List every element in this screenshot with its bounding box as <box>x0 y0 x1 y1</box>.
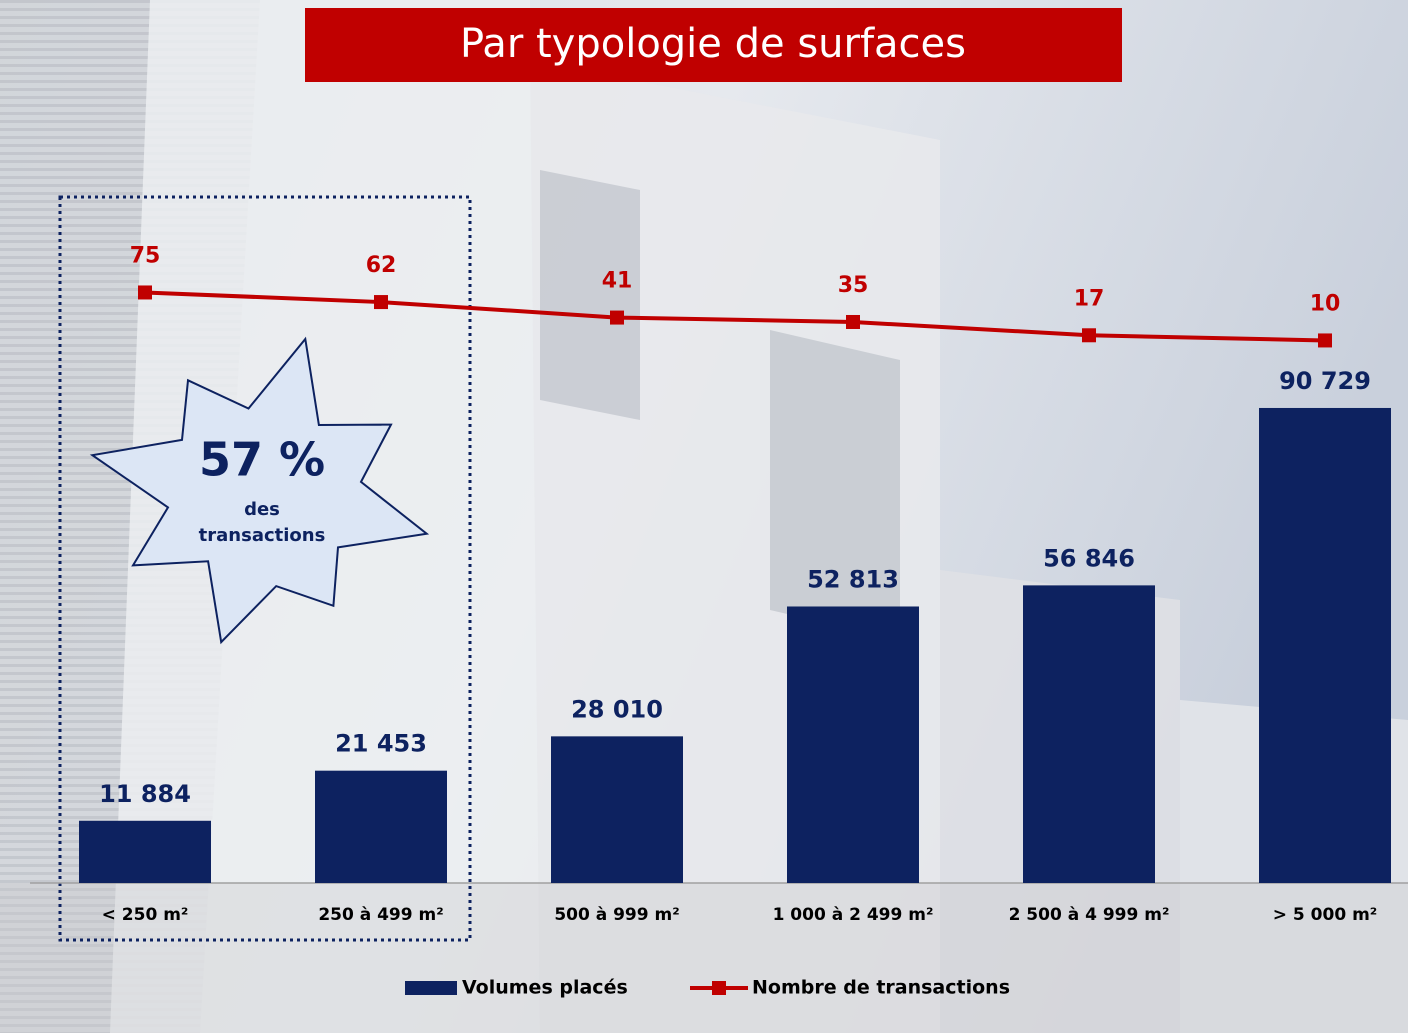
data-label: 10 <box>1310 291 1341 316</box>
data-label: 17 <box>1074 286 1105 311</box>
bar <box>787 606 919 883</box>
data-label: 11 884 <box>99 780 191 808</box>
x-tick-label: 250 à 499 m² <box>318 905 443 925</box>
annotation: transactions <box>199 525 326 546</box>
data-label: 52 813 <box>807 565 899 593</box>
data-label: 62 <box>366 253 397 278</box>
bar <box>1259 407 1391 883</box>
legend-label: Nombre de transactions <box>752 977 1010 999</box>
x-tick-label: < 250 m² <box>102 905 189 925</box>
annotation: des <box>244 499 280 520</box>
x-tick-label: 2 500 à 4 999 m² <box>1009 905 1170 925</box>
starburst <box>89 336 430 645</box>
line-marker <box>374 295 388 310</box>
legend: Volumes placés Nombre de transactions <box>405 977 1010 999</box>
line-marker <box>1318 333 1332 348</box>
legend-swatch <box>405 981 457 995</box>
x-tick-label: 500 à 999 m² <box>554 905 679 925</box>
data-label: 75 <box>130 243 161 268</box>
data-label: 28 010 <box>571 695 663 723</box>
data-label: 90 729 <box>1279 367 1371 395</box>
bar <box>315 770 447 883</box>
x-tick-label: 1 000 à 2 499 m² <box>773 905 934 925</box>
chart-title: Par typologie de surfaces <box>460 21 966 67</box>
line-marker <box>846 314 860 329</box>
legend-label: Volumes placés <box>462 977 628 999</box>
line-marker <box>1082 328 1096 343</box>
data-label: 35 <box>838 273 869 298</box>
x-tick-label: > 5 000 m² <box>1273 905 1377 925</box>
line-marker <box>610 310 624 325</box>
bar <box>1023 585 1155 883</box>
bar <box>79 820 211 883</box>
annotation: 57 % <box>199 433 325 487</box>
line <box>144 290 1326 343</box>
data-label: 56 846 <box>1043 544 1135 572</box>
data-label: 21 453 <box>335 730 427 758</box>
line-marker <box>138 285 152 300</box>
bar <box>551 736 683 883</box>
plot: < 250 m² 250 à 499 m² 500 à 999 m² 1 000 à … <box>79 243 1391 925</box>
title-box <box>305 8 1122 82</box>
highlight-box <box>58 195 472 942</box>
legend-swatch <box>712 981 726 995</box>
data-label: 41 <box>602 269 633 294</box>
